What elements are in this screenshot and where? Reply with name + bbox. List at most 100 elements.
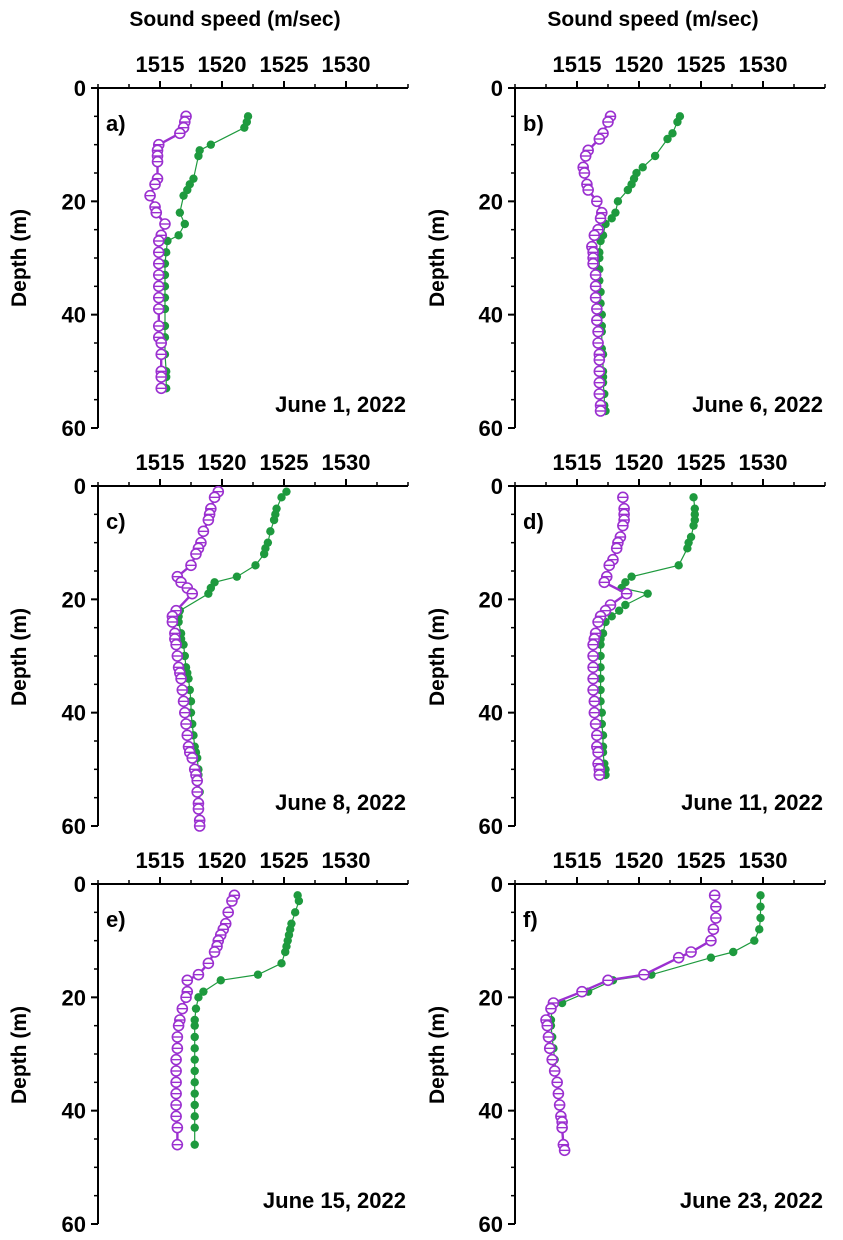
data-point-filled	[175, 208, 185, 217]
data-point-filled	[190, 1055, 199, 1064]
panel-label: a)	[106, 111, 126, 136]
data-point-filled	[277, 959, 286, 968]
x-tick-label: 1520	[198, 450, 247, 475]
data-point-filled	[190, 1032, 199, 1042]
data-point-filled	[729, 947, 738, 957]
data-point-filled	[643, 589, 652, 598]
data-point-filled	[190, 1112, 199, 1121]
data-point-filled	[668, 129, 677, 138]
x-tick-label: 1525	[677, 450, 726, 475]
data-point-filled	[683, 544, 692, 553]
data-point-filled	[190, 1123, 199, 1132]
data-point-filled	[179, 191, 188, 200]
data-point-filled	[282, 487, 291, 496]
data-point-filled	[614, 606, 624, 615]
y-axis-title-c: Depth (m)	[8, 608, 31, 706]
y-axis-title-d: Depth (m)	[426, 608, 449, 706]
date-label: June 15, 2022	[263, 1188, 406, 1213]
data-point-filled	[266, 527, 275, 536]
panel-label: e)	[106, 907, 126, 932]
x-tick-label: 1515	[553, 52, 602, 77]
series-open-markers	[577, 110, 617, 417]
data-point-filled	[194, 993, 203, 1002]
data-point-filled	[673, 117, 682, 127]
series-open-markers	[166, 485, 225, 832]
y-tick-label: 20	[62, 189, 86, 214]
x-tick-label: 1520	[198, 848, 247, 873]
y-tick-label: 0	[491, 872, 503, 897]
date-label: June 8, 2022	[275, 790, 406, 815]
series-filled-markers	[546, 891, 765, 1155]
y-tick-label: 20	[62, 985, 86, 1010]
data-point-filled	[232, 572, 242, 581]
x-tick-label: 1520	[615, 52, 664, 77]
series-line-open	[544, 895, 718, 1151]
y-tick-label: 40	[62, 701, 86, 726]
series-open-markers	[170, 889, 241, 1151]
y-axis-title-b: Depth (m)	[426, 209, 449, 307]
panel-b: 1515 1520 1525 1530 0 20 40 60 b) June 6, 2022	[479, 52, 826, 441]
x-axis-title-left: Sound speed (m/sec)	[129, 8, 340, 31]
data-point-filled	[689, 493, 698, 502]
panel-label: c)	[106, 509, 126, 534]
data-point-filled	[253, 970, 263, 979]
data-point-filled	[756, 891, 765, 900]
data-point-filled	[194, 151, 203, 161]
panel-a: 1515 1520 1525 1530 0 20 40 60 a) June 1, 2022	[62, 52, 409, 441]
data-point-filled	[290, 908, 300, 917]
data-point-filled	[706, 953, 716, 962]
data-point-filled	[750, 936, 759, 945]
x-tick-label: 1530	[739, 450, 788, 475]
data-point-filled	[251, 561, 260, 570]
data-point-filled	[190, 1140, 199, 1149]
data-point-filled	[613, 197, 623, 206]
data-point-filled	[240, 123, 249, 132]
x-tick-label: 1530	[322, 848, 371, 873]
x-axis-title-right: Sound speed (m/sec)	[547, 8, 758, 31]
y-tick-label: 60	[479, 416, 503, 441]
y-axis-title-e: Depth (m)	[8, 1006, 31, 1104]
y-tick-label: 60	[479, 814, 503, 839]
series-filled-markers	[190, 891, 304, 1149]
x-tick-label: 1525	[260, 848, 309, 873]
y-tick-label: 40	[62, 1099, 86, 1124]
y-tick-label: 20	[479, 189, 503, 214]
x-tick-label: 1520	[615, 450, 664, 475]
y-tick-label: 40	[479, 1099, 503, 1124]
data-point-filled	[650, 151, 660, 161]
data-point-filled	[621, 600, 630, 610]
series-open-markers	[540, 889, 722, 1157]
panel-f: 1515 1520 1525 1530 0 20 40 60 f) June 23, 2022	[479, 848, 826, 1237]
x-tick-label: 1530	[322, 52, 371, 77]
x-tick-label: 1530	[322, 450, 371, 475]
series-line-filled	[598, 116, 681, 412]
panel-label: f)	[523, 907, 538, 932]
y-axis-title-a: Depth (m)	[8, 209, 31, 307]
x-tick-label: 1525	[677, 52, 726, 77]
data-point-filled	[190, 1100, 199, 1110]
y-tick-label: 0	[491, 474, 503, 499]
x-tick-label: 1525	[260, 450, 309, 475]
data-point-filled	[281, 947, 290, 957]
data-point-filled	[180, 219, 189, 229]
y-tick-label: 20	[479, 985, 503, 1010]
data-point-filled	[204, 589, 213, 598]
series-open-markers	[144, 110, 192, 395]
y-tick-label: 0	[491, 76, 503, 101]
data-point-filled	[756, 913, 765, 923]
data-point-filled	[755, 925, 764, 934]
data-point-filled	[674, 561, 683, 570]
data-point-filled	[689, 521, 698, 530]
x-tick-label: 1530	[739, 848, 788, 873]
data-point-filled	[191, 1004, 201, 1013]
data-point-filled	[259, 549, 269, 559]
data-point-filled	[663, 134, 672, 144]
y-tick-label: 0	[74, 872, 86, 897]
data-point-filled	[216, 976, 225, 985]
y-tick-label: 40	[479, 303, 503, 328]
y-tick-label: 0	[74, 76, 86, 101]
data-point-filled	[277, 493, 286, 502]
x-tick-label: 1520	[198, 52, 247, 77]
data-point-filled	[638, 163, 647, 172]
